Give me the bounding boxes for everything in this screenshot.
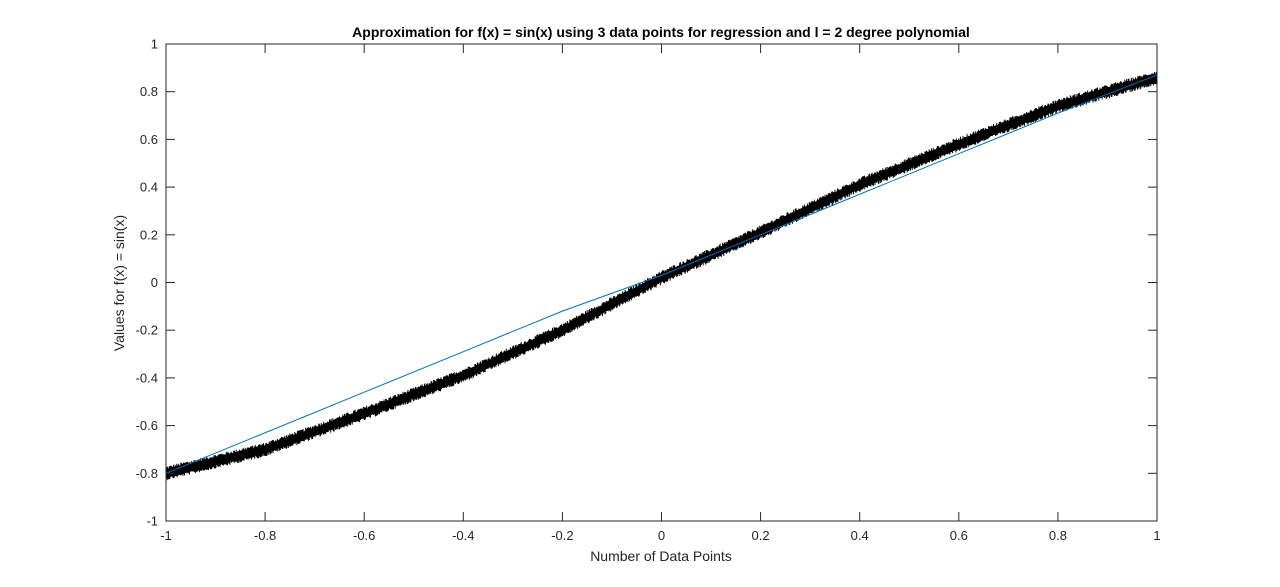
y-tick-label: -0.6 [136,418,158,433]
x-tick-label: -0.8 [254,528,276,543]
chart-title: Approximation for f(x) = sin(x) using 3 … [352,24,970,40]
y-tick-label: 0.6 [140,132,158,147]
plot-area [165,43,1158,522]
y-axis: 1 0.8 0.6 0.4 0.2 0 -0.2 -0.4 -0.6 -0.8 -1 [136,37,1157,529]
x-tick-label: 1 [1153,528,1160,543]
x-tick-label: 0.6 [950,528,968,543]
x-tick-label: 0.4 [851,528,869,543]
series-layer [165,70,1158,481]
series-line-noisy [165,70,1158,481]
y-tick-label: -0.2 [136,323,158,338]
y-axis-label: Values for f(x) = sin(x) [111,215,127,351]
x-axis: -1 -0.8 -0.6 -0.4 -0.2 0 0.2 0.4 0.6 0.8 1 [160,44,1161,543]
x-tick-label: -0.6 [353,528,375,543]
x-tick-label: 0.2 [752,528,770,543]
y-tick-label: 0 [151,275,158,290]
x-tick-label: 0.8 [1049,528,1067,543]
y-tick-label: 0.4 [140,180,158,195]
y-tick-label: 0.8 [140,84,158,99]
x-tick-label: 0 [658,528,665,543]
x-tick-label: -0.2 [551,528,573,543]
series-line-fit [165,74,1158,474]
x-tick-label: -0.4 [452,528,474,543]
y-tick-label: 0.2 [140,227,158,242]
y-tick-label: -1 [146,514,158,529]
y-tick-label: -0.8 [136,466,158,481]
y-tick-label: 1 [151,37,158,52]
x-axis-label: Number of Data Points [590,548,732,564]
y-tick-label: -0.4 [136,370,158,385]
x-tick-label: -1 [160,528,172,543]
